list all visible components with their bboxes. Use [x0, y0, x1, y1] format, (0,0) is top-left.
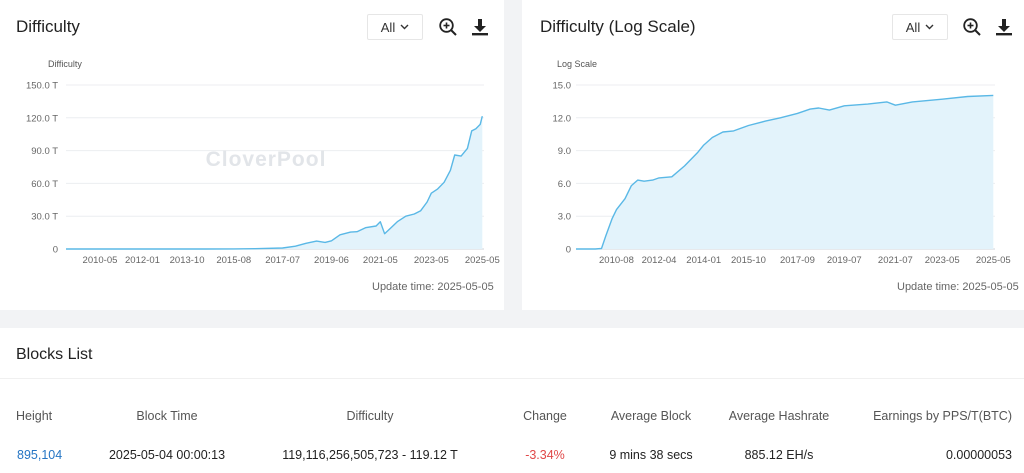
log-difficulty-title: Difficulty (Log Scale): [540, 17, 696, 36]
update-time: Update time: 2025-05-05: [372, 281, 494, 293]
chevron-down-icon: [925, 24, 934, 30]
download-icon[interactable]: [994, 17, 1014, 37]
y-tick-label: 0: [566, 245, 571, 256]
y-tick-label: 15.0: [553, 81, 572, 92]
y-tick-label: 120.0 T: [26, 113, 58, 124]
x-tick-label: 2010-05: [83, 255, 118, 266]
log-difficulty-card: Difficulty (Log Scale) All 15.0 12.0 9.0 6.…: [522, 0, 1024, 310]
change-cell: -3.34%: [525, 448, 565, 462]
column-header-change: Change: [523, 409, 567, 423]
y-tick-label: 12.0: [553, 113, 572, 124]
range-select[interactable]: All: [367, 14, 423, 40]
y-tick-label: 60.0 T: [31, 179, 58, 190]
series-line: [66, 116, 483, 250]
series-area: [66, 116, 483, 249]
column-header-block-time: Block Time: [136, 409, 198, 423]
x-tick-label: 2021-05: [363, 255, 398, 266]
block-height-link[interactable]: 895,104: [17, 448, 63, 462]
series-area: [576, 95, 994, 250]
y-tick-label: 6.0: [558, 179, 571, 190]
x-tick-label: 2013-10: [170, 255, 205, 266]
difficulty-title: Difficulty: [16, 17, 80, 36]
range-select[interactable]: All: [892, 14, 948, 40]
chevron-down-icon: [400, 24, 409, 30]
x-tick-label: 2025-05: [465, 255, 500, 266]
series-line: [576, 94, 994, 250]
y-tick-label: 30.0 T: [31, 212, 58, 223]
download-icon[interactable]: [470, 17, 490, 37]
x-tick-label: 2012-01: [125, 255, 160, 266]
column-header-average-block: Average Block: [610, 409, 692, 423]
column-header-difficulty: Difficulty: [346, 409, 394, 423]
y-axis-label: Difficulty: [48, 59, 82, 69]
x-tick-label: 2025-05: [976, 255, 1011, 266]
x-tick-label: 2019-07: [827, 255, 862, 266]
difficulty-chart: 150.0 T 120.0 T 90.0 T 60.0 T 30.0 T 0 Difficu…: [0, 50, 504, 280]
y-tick-label: 0: [53, 245, 58, 256]
block-time-cell: 2025-05-04 00:00:13: [108, 448, 226, 462]
x-tick-label: 2017-07: [265, 255, 300, 266]
x-tick-label: 2014-01: [686, 255, 721, 266]
column-header-earnings: Earnings by PPS/T(BTC): [873, 409, 1012, 423]
y-tick-label: 3.0: [558, 212, 571, 223]
average-hashrate-cell: 885.12 EH/s: [744, 448, 814, 462]
x-tick-label: 2012-04: [642, 255, 677, 266]
column-header-height: Height: [16, 409, 53, 423]
x-tick-label: 2010-08: [599, 255, 634, 266]
x-tick-label: 2023-05: [925, 255, 960, 266]
zoom-in-icon[interactable]: [962, 17, 982, 37]
update-time: Update time: 2025-05-05: [897, 281, 1019, 293]
watermark-logo: CloverPool: [206, 148, 327, 171]
x-tick-label: 2015-08: [216, 255, 251, 266]
difficulty-cell: 119,116,256,505,723 - 119.12 T: [282, 448, 458, 462]
x-tick-label: 2021-07: [878, 255, 913, 266]
y-tick-label: 90.0 T: [31, 146, 58, 157]
zoom-in-icon[interactable]: [438, 17, 458, 37]
range-select-value: All: [380, 19, 396, 35]
log-difficulty-chart: 15.0 12.0 9.0 6.0 3.0 0 Log Scale 2010-08 2012-0…: [522, 50, 1024, 280]
divider: [0, 378, 1024, 379]
y-axis-label: Log Scale: [557, 59, 597, 69]
blocks-list-title: Blocks List: [16, 346, 93, 363]
x-tick-label: 2015-10: [731, 255, 766, 266]
difficulty-card: Difficulty All 150.0 T 120.0 T 90.0 T 60.0 …: [0, 0, 504, 310]
average-block-cell: 9 mins 38 secs: [609, 448, 693, 462]
range-select-value: All: [905, 19, 921, 35]
y-tick-label: 150.0 T: [26, 81, 58, 92]
column-header-average-hashrate: Average Hashrate: [728, 409, 830, 423]
x-tick-label: 2019-06: [314, 255, 349, 266]
x-tick-label: 2017-09: [780, 255, 815, 266]
earnings-cell: 0.00000053: [945, 448, 1012, 462]
x-tick-label: 2023-05: [414, 255, 449, 266]
blocks-list-card: Blocks List Height Block Time Difficulty…: [0, 328, 1024, 473]
y-tick-label: 9.0: [558, 146, 571, 157]
